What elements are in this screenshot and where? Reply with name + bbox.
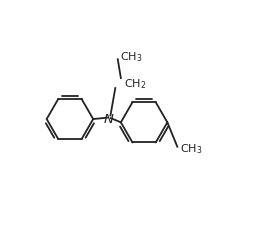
Text: CH$_2$: CH$_2$ [124, 77, 146, 91]
Text: N: N [103, 113, 113, 126]
Text: CH$_3$: CH$_3$ [179, 142, 201, 156]
Text: CH$_3$: CH$_3$ [120, 50, 142, 64]
